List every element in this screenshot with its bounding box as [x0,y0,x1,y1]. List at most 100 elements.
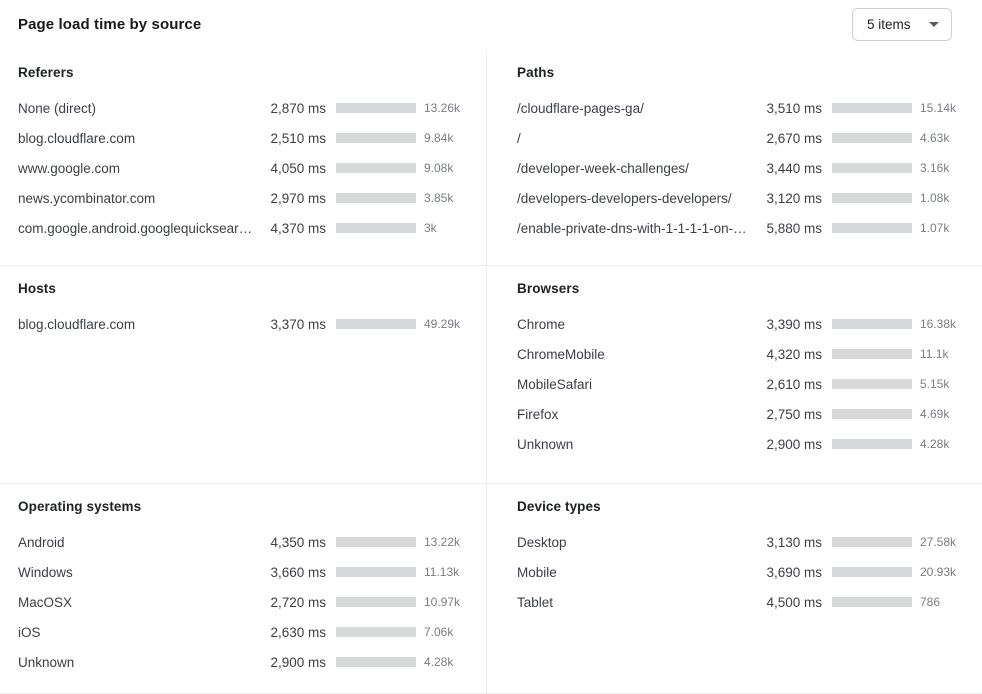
metric-row[interactable]: Android 4,350 ms 13.22k [18,527,472,557]
row-count-value: 786 [920,595,941,609]
row-ms-value: 2,750 ms [766,406,822,422]
row-ms-value: 3,690 ms [766,564,822,580]
panel-browsers: Browsers Chrome 3,390 ms 16.38k ChromeMo… [486,265,982,483]
panel-title: Hosts [18,281,57,296]
row-label: None (direct) [18,100,97,116]
row-ms-value: 4,320 ms [766,346,822,362]
metric-row[interactable]: Mobile 3,690 ms 20.93k [517,557,968,587]
row-count-value: 1.08k [920,191,950,205]
row-ms-value: 2,970 ms [270,190,326,206]
bar-track [832,409,912,419]
metric-row[interactable]: /developers-developers-developers/ 3,120… [517,183,968,213]
row-ms-value: 2,900 ms [766,436,822,452]
items-count-dropdown[interactable]: 5 items [852,8,952,41]
metric-row[interactable]: Chrome 3,390 ms 16.38k [517,309,968,339]
bar-track [832,349,912,359]
metric-row[interactable]: /enable-private-dns-with-1-1-1-1-on-… 5,… [517,213,968,243]
row-ms-value: 5,880 ms [766,220,822,236]
panel-rows: Chrome 3,390 ms 16.38k ChromeMobile 4,32… [517,309,968,459]
bar-track [336,567,416,577]
row-count-value: 49.29k [424,317,461,331]
row-ms-value: 2,630 ms [270,624,326,640]
metric-row[interactable]: news.ycombinator.com 2,970 ms 3.85k [18,183,472,213]
row-count-value: 11.1k [920,347,949,361]
row-label: /developers-developers-developers/ [517,190,732,206]
row-count-value: 20.93k [920,565,957,579]
metric-row[interactable]: ChromeMobile 4,320 ms 11.1k [517,339,968,369]
metric-row[interactable]: www.google.com 4,050 ms 9.08k [18,153,472,183]
bar-track [832,537,912,547]
panel-rows: Desktop 3,130 ms 27.58k Mobile 3,690 ms … [517,527,968,617]
row-count-value: 16.38k [920,317,957,331]
metric-row[interactable]: MobileSafari 2,610 ms 5.15k [517,369,968,399]
items-count-value: 5 items [867,17,911,32]
metric-row[interactable]: blog.cloudflare.com 3,370 ms 49.29k [18,309,472,339]
row-label: blog.cloudflare.com [18,316,136,332]
bar-track [832,103,912,113]
metric-row[interactable]: /cloudflare-pages-ga/ 3,510 ms 15.14k [517,93,968,123]
metric-row[interactable]: /developer-week-challenges/ 3,440 ms 3.1… [517,153,968,183]
panel-paths: Paths /cloudflare-pages-ga/ 3,510 ms 15.… [486,50,982,265]
bar-track [336,133,416,143]
row-label: Tablet [517,594,554,610]
bar-track [336,223,416,233]
metric-row[interactable]: Windows 3,660 ms 11.13k [18,557,472,587]
metric-row[interactable]: Unknown 2,900 ms 4.28k [18,647,472,677]
row-ms-value: 2,610 ms [766,376,822,392]
row-count-value: 4.28k [920,437,950,451]
metric-row[interactable]: Desktop 3,130 ms 27.58k [517,527,968,557]
bar-track [336,193,416,203]
row-count-value: 5.15k [920,377,950,391]
row-label: / [517,130,521,146]
metric-row[interactable]: iOS 2,630 ms 7.06k [18,617,472,647]
metric-row[interactable]: / 2,670 ms 4.63k [517,123,968,153]
row-ms-value: 2,670 ms [766,130,822,146]
row-label: /cloudflare-pages-ga/ [517,100,644,116]
panel-title: Paths [517,65,555,80]
row-count-value: 3k [424,221,437,235]
bar-track [832,439,912,449]
row-count-value: 13.26k [424,101,461,115]
row-label: iOS [18,624,41,640]
row-count-value: 3.85k [424,191,454,205]
row-label: Desktop [517,534,567,550]
panel-operating-systems: Operating systems Android 4,350 ms 13.22… [0,483,486,693]
row-count-value: 7.06k [424,625,454,639]
row-label: MobileSafari [517,376,593,392]
panel-device-types: Device types Desktop 3,130 ms 27.58k Mob… [486,483,982,693]
row-ms-value: 4,350 ms [270,534,326,550]
row-ms-value: 3,130 ms [766,534,822,550]
row-label: MacOSX [18,594,73,610]
row-count-value: 10.97k [424,595,461,609]
bar-track [832,567,912,577]
bar-track [832,223,912,233]
bar-track [832,597,912,607]
panel-referers: Referers None (direct) 2,870 ms 13.26k b… [0,50,486,265]
row-label: Windows [18,564,73,580]
metric-row[interactable]: Firefox 2,750 ms 4.69k [517,399,968,429]
row-ms-value: 2,720 ms [270,594,326,610]
bar-track [832,379,912,389]
metric-row[interactable]: blog.cloudflare.com 2,510 ms 9.84k [18,123,472,153]
metric-row[interactable]: MacOSX 2,720 ms 10.97k [18,587,472,617]
metric-row[interactable]: Tablet 4,500 ms 786 [517,587,968,617]
chevron-down-icon [929,22,939,27]
row-count-value: 15.14k [920,101,957,115]
row-ms-value: 4,500 ms [766,594,822,610]
row-ms-value: 2,900 ms [270,654,326,670]
row-count-value: 4.28k [424,655,454,669]
panel-hosts: Hosts blog.cloudflare.com 3,370 ms 49.29… [0,265,486,483]
metric-row[interactable]: com.google.android.googlequicksearc… 4,3… [18,213,472,243]
bar-track [336,319,416,329]
panel-rows: /cloudflare-pages-ga/ 3,510 ms 15.14k / … [517,93,968,243]
panel-title: Device types [517,499,601,514]
bar-track [336,657,416,667]
widget-header: Page load time by source 5 items [0,0,982,50]
panel-rows: None (direct) 2,870 ms 13.26k blog.cloud… [18,93,472,243]
panel-rows: blog.cloudflare.com 3,370 ms 49.29k [18,309,472,339]
row-ms-value: 3,370 ms [270,316,326,332]
metric-row[interactable]: None (direct) 2,870 ms 13.26k [18,93,472,123]
metric-row[interactable]: Unknown 2,900 ms 4.28k [517,429,968,459]
bar-track [336,597,416,607]
panels-grid: Referers None (direct) 2,870 ms 13.26k b… [0,50,982,694]
